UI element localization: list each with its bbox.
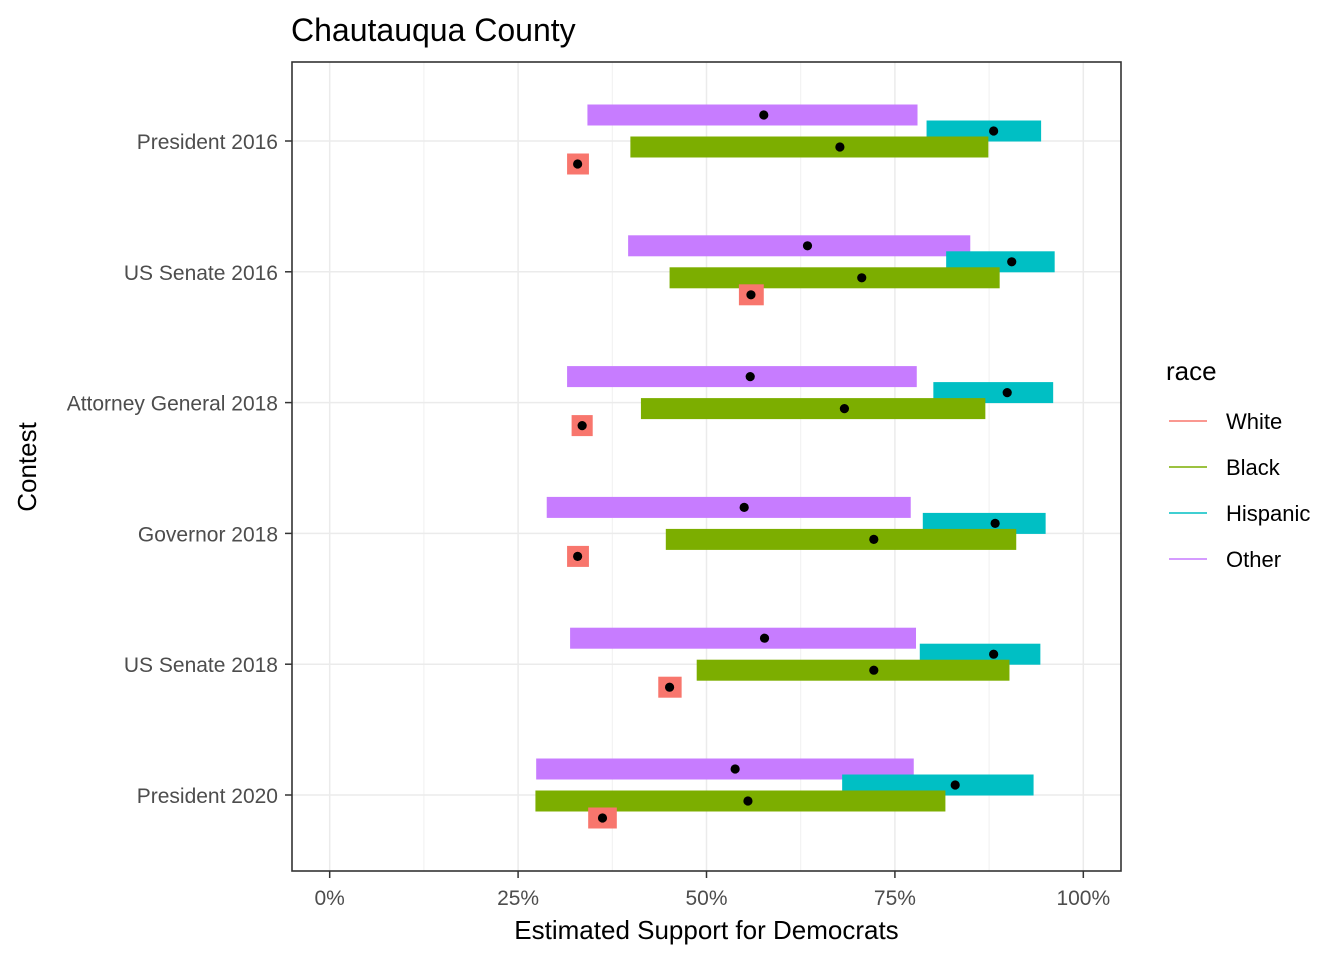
interval-bar-hispanic [933,382,1054,404]
y-tick-label: President 2020 [137,785,278,808]
legend-label-other: Other [1226,547,1281,572]
interval-bar-other [536,758,914,780]
interval-bar-hispanic [926,120,1042,142]
estimate-point-other [739,502,749,512]
estimate-point-hispanic [989,126,999,136]
interval-bar-black [696,659,1010,681]
y-axis-title: Contest [12,421,42,511]
interval-bar-other [567,366,917,388]
y-tick-label: US Senate 2016 [124,262,278,285]
estimate-point-other [759,633,770,643]
x-tick-label: 0% [315,887,345,910]
estimate-point-hispanic [1002,388,1012,398]
estimate-point-white [573,551,583,562]
estimate-point-other [759,110,769,120]
interval-bar-black [665,528,1017,550]
interval-bar-hispanic [842,774,1034,796]
estimate-point-white [577,421,587,431]
estimate-point-black [839,404,850,414]
estimate-point-white [664,682,675,692]
x-tick-label: 25% [497,887,539,910]
interval-bar-other [570,627,917,649]
estimate-point-black [857,273,867,283]
estimate-point-hispanic [989,649,999,659]
interval-bar-other [628,235,971,257]
legend-label-hispanic: Hispanic [1226,501,1310,526]
interval-bar-black [630,136,989,158]
interval-bar-black [535,790,946,812]
estimate-point-black [869,665,879,675]
y-tick-label: Attorney General 2018 [67,393,278,416]
x-tick-label: 100% [1056,887,1110,910]
legend-label-white: White [1226,409,1282,434]
interval-bar-hispanic [946,251,1055,273]
estimate-point-black [743,796,753,806]
interval-bar-hispanic [922,512,1046,534]
estimate-point-hispanic [990,518,1000,529]
interval-bar-other [587,104,918,126]
interval-bar-black [640,398,986,420]
legend-label-black: Black [1226,455,1281,480]
estimate-point-hispanic [950,780,960,790]
interval-bar-hispanic [919,643,1041,665]
estimate-point-other [802,241,813,251]
chart-title: Chautauqua County [291,12,576,48]
estimate-point-white [746,290,756,300]
estimate-point-hispanic [1007,257,1017,267]
y-tick-label: US Senate 2018 [124,654,278,677]
interval-bar-black [669,267,1000,289]
estimate-point-black [835,142,845,152]
x-tick-label: 75% [874,887,916,910]
estimate-point-other [730,764,740,774]
estimate-point-white [597,813,608,823]
estimate-point-black [869,534,879,545]
x-axis-title: Estimated Support for Democrats [514,915,898,945]
legend-title: race [1166,356,1217,386]
x-tick-label: 50% [685,887,727,910]
estimate-point-other [745,372,755,382]
interval-bar-other [546,496,911,518]
estimate-point-white [573,159,583,169]
y-tick-label: Governor 2018 [138,523,278,546]
y-tick-label: President 2016 [137,131,278,154]
